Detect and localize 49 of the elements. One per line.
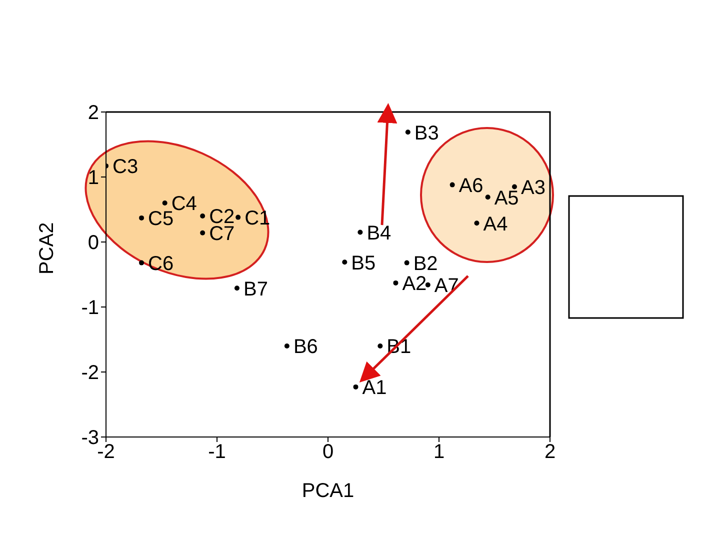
point <box>284 344 290 348</box>
data-label: B6 <box>293 336 318 358</box>
point <box>234 286 240 291</box>
point <box>200 230 206 236</box>
data-label: C6 <box>148 252 174 275</box>
data-label: A2 <box>402 273 427 296</box>
x-axis-title: PCA1 <box>302 480 354 502</box>
point <box>353 384 358 390</box>
data-label: C3 <box>112 156 138 178</box>
x-tick-label: -1 <box>208 441 226 464</box>
data-label: B2 <box>413 252 438 275</box>
x-tick-label: 0 <box>322 441 334 464</box>
data-label: A3 <box>520 176 546 199</box>
data-label: C5 <box>148 208 174 230</box>
y-tick-label: -2 <box>81 362 99 384</box>
point <box>405 130 410 135</box>
data-label: C4 <box>171 193 197 216</box>
point <box>358 230 363 235</box>
data-label: B3 <box>414 122 439 144</box>
y-tick-label: 2 <box>88 102 99 124</box>
point <box>512 184 517 190</box>
point <box>485 194 490 200</box>
point <box>139 215 144 220</box>
data-label: A5 <box>494 187 519 210</box>
point <box>236 214 241 220</box>
point <box>450 182 455 188</box>
point <box>474 220 480 226</box>
data-label: A1 <box>362 377 387 400</box>
point <box>404 260 410 266</box>
point <box>378 344 383 348</box>
data-label: A4 <box>483 213 508 236</box>
point <box>139 260 144 266</box>
y-tick-label: -3 <box>81 427 99 450</box>
data-label: B7 <box>243 278 268 300</box>
point <box>342 260 348 265</box>
y-tick-label: 1 <box>88 167 99 190</box>
data-label: C7 <box>209 223 235 245</box>
x-tick-label: 2 <box>544 441 556 464</box>
data-label: B4 <box>366 222 392 244</box>
data-label: A6 <box>458 174 484 197</box>
y-tick-label: -1 <box>81 297 99 320</box>
data-label: A7 <box>434 275 459 297</box>
point <box>200 214 206 218</box>
data-label: B5 <box>351 252 376 274</box>
x-tick-label: 1 <box>433 441 445 464</box>
point <box>393 280 398 286</box>
y-axis-title: PCA2 <box>36 222 58 274</box>
y-tick-label: 0 <box>88 232 99 254</box>
point <box>162 200 168 206</box>
